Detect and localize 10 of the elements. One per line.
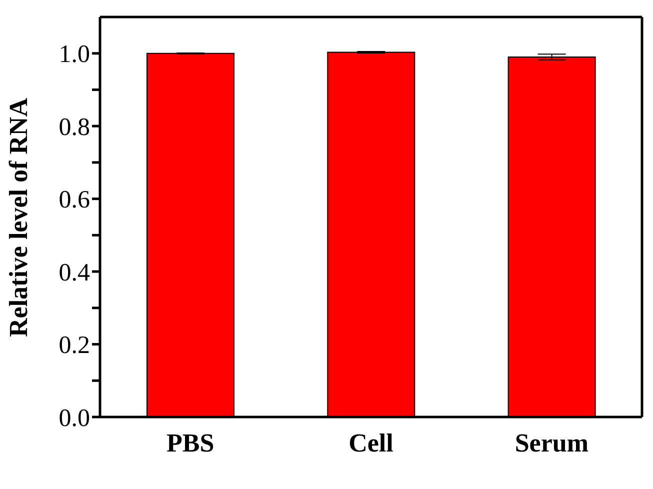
x-tick-label: PBS [166,428,214,458]
x-tick-label: Serum [514,428,589,458]
y-tick-label: 0.8 [58,114,90,141]
y-tick-label: 0.4 [58,259,90,286]
y-tick-label: 0.0 [58,404,90,432]
y-axis-title: Relative level of RNA [4,98,34,337]
y-tick-label: 0.6 [58,186,90,214]
y-tick-label: 0.2 [58,332,90,360]
x-tick-label: Cell [348,428,394,458]
y-tick-label: 1.0 [58,41,90,68]
